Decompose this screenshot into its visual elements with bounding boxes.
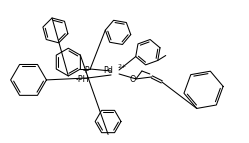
Text: 2+: 2+: [118, 64, 127, 69]
Text: Pd: Pd: [104, 66, 113, 75]
Text: -P: -P: [82, 66, 90, 75]
Text: O: O: [130, 75, 136, 84]
Text: -PH: -PH: [76, 75, 89, 84]
